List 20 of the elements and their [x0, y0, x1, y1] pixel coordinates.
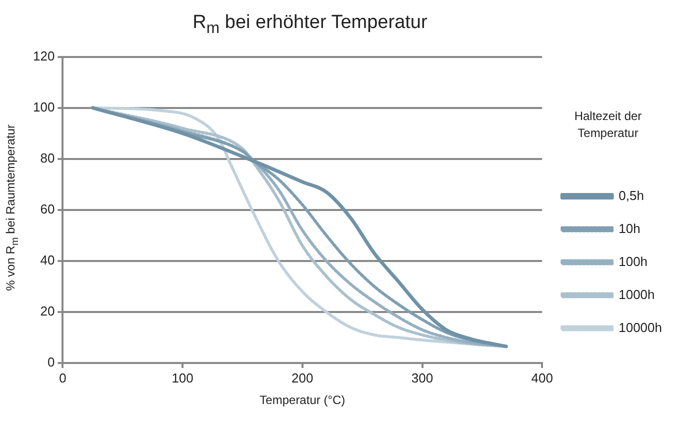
- legend-label: 100h: [618, 254, 648, 269]
- legend-label: 10000h: [618, 320, 662, 335]
- x-tick-label: 200: [292, 370, 314, 386]
- x-tick-label: 300: [411, 370, 434, 386]
- y-tick-label: 80: [40, 150, 55, 166]
- y-tick-label: 0: [47, 354, 55, 370]
- legend-label: 10h: [618, 220, 640, 236]
- y-tick-label: 120: [32, 48, 55, 64]
- y-tick-label: 60: [40, 201, 55, 216]
- x-tick-label: 0: [59, 370, 66, 386]
- legend-label: 1000h: [618, 286, 655, 302]
- y-tick-label: 100: [32, 99, 55, 114]
- y-tick-label: 20: [40, 304, 55, 319]
- legend-title: Haltezeit der Temperatur: [573, 108, 643, 142]
- x-tick-label: 400: [531, 370, 553, 386]
- legend-label: 0,5h: [618, 188, 644, 203]
- x-tick-label: 100: [172, 370, 194, 386]
- y-tick-label: 40: [40, 252, 55, 268]
- x-axis-title: Temperatur (°C): [260, 393, 346, 408]
- chart-title: R$_{m}$ bei erhöhter Temperatur: [192, 12, 428, 38]
